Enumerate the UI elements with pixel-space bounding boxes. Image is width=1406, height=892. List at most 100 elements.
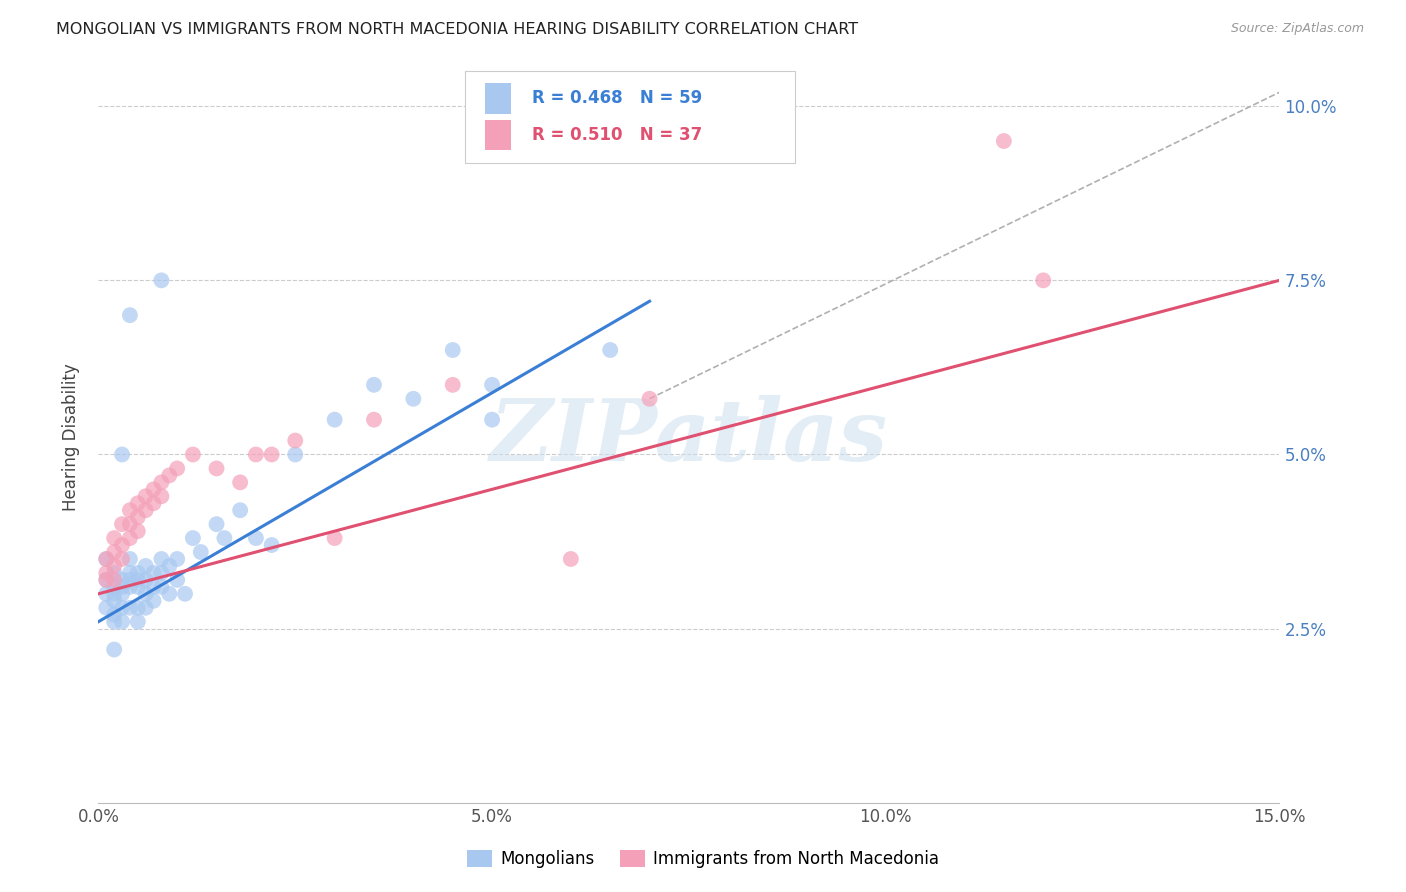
Point [103,531,125,545]
Point [181,448,204,462]
Point [157,558,180,573]
Point [363,377,385,392]
Point [229,503,252,517]
Point [166,573,188,587]
Point [111,573,134,587]
Point [127,573,149,587]
Point [150,273,173,287]
Point [111,517,134,532]
Point [127,600,149,615]
Point [205,517,228,532]
Point [96,573,118,587]
Point [638,392,661,406]
Point [118,552,141,566]
Point [127,510,149,524]
Point [245,448,267,462]
Point [150,580,173,594]
Text: ZIPatlas: ZIPatlas [489,395,889,479]
Point [103,642,125,657]
Point [190,545,212,559]
Point [402,392,425,406]
Point [993,134,1015,148]
Point [118,531,141,545]
Point [135,558,157,573]
Text: MONGOLIAN VS IMMIGRANTS FROM NORTH MACEDONIA HEARING DISABILITY CORRELATION CHAR: MONGOLIAN VS IMMIGRANTS FROM NORTH MACED… [56,22,859,37]
Point [103,615,125,629]
Point [481,412,503,426]
Point [103,545,125,559]
Point [560,552,582,566]
Point [96,573,118,587]
Point [205,461,228,475]
Point [142,580,165,594]
Point [118,600,141,615]
Point [111,580,134,594]
Point [181,531,204,545]
Point [111,615,134,629]
Point [135,489,157,503]
Point [150,552,173,566]
FancyBboxPatch shape [485,83,510,114]
Point [229,475,252,490]
Point [103,587,125,601]
Point [363,412,385,426]
Point [118,517,141,532]
Point [118,566,141,580]
Point [150,566,173,580]
FancyBboxPatch shape [485,120,510,151]
Point [481,377,503,392]
Point [118,580,141,594]
Point [1032,273,1054,287]
Point [103,566,125,580]
Point [441,343,464,357]
Point [127,580,149,594]
Point [103,594,125,608]
Point [135,587,157,601]
Point [157,468,180,483]
Point [96,552,118,566]
Point [214,531,236,545]
Text: R = 0.468   N = 59: R = 0.468 N = 59 [531,89,702,107]
Point [284,434,307,448]
Point [103,607,125,622]
Point [127,615,149,629]
Text: R = 0.510   N = 37: R = 0.510 N = 37 [531,126,702,144]
Point [135,573,157,587]
Point [111,587,134,601]
Point [599,343,621,357]
Point [323,412,346,426]
Legend: Mongolians, Immigrants from North Macedonia: Mongolians, Immigrants from North Macedo… [460,843,946,875]
Point [142,483,165,497]
Point [142,594,165,608]
Text: Source: ZipAtlas.com: Source: ZipAtlas.com [1230,22,1364,36]
Point [111,600,134,615]
Point [103,573,125,587]
Point [118,503,141,517]
Point [260,448,283,462]
Point [260,538,283,552]
Point [150,475,173,490]
Point [135,600,157,615]
Point [111,552,134,566]
Point [127,524,149,538]
Y-axis label: Hearing Disability: Hearing Disability [62,363,80,511]
Point [174,587,197,601]
Point [103,558,125,573]
Point [142,496,165,510]
Point [150,489,173,503]
Point [96,552,118,566]
Point [323,531,346,545]
Point [157,587,180,601]
Point [127,566,149,580]
Point [127,496,149,510]
Point [96,587,118,601]
Point [135,503,157,517]
Point [166,552,188,566]
Point [111,448,134,462]
Point [284,448,307,462]
Point [96,600,118,615]
Point [118,573,141,587]
Point [441,377,464,392]
Point [96,566,118,580]
FancyBboxPatch shape [464,71,796,163]
